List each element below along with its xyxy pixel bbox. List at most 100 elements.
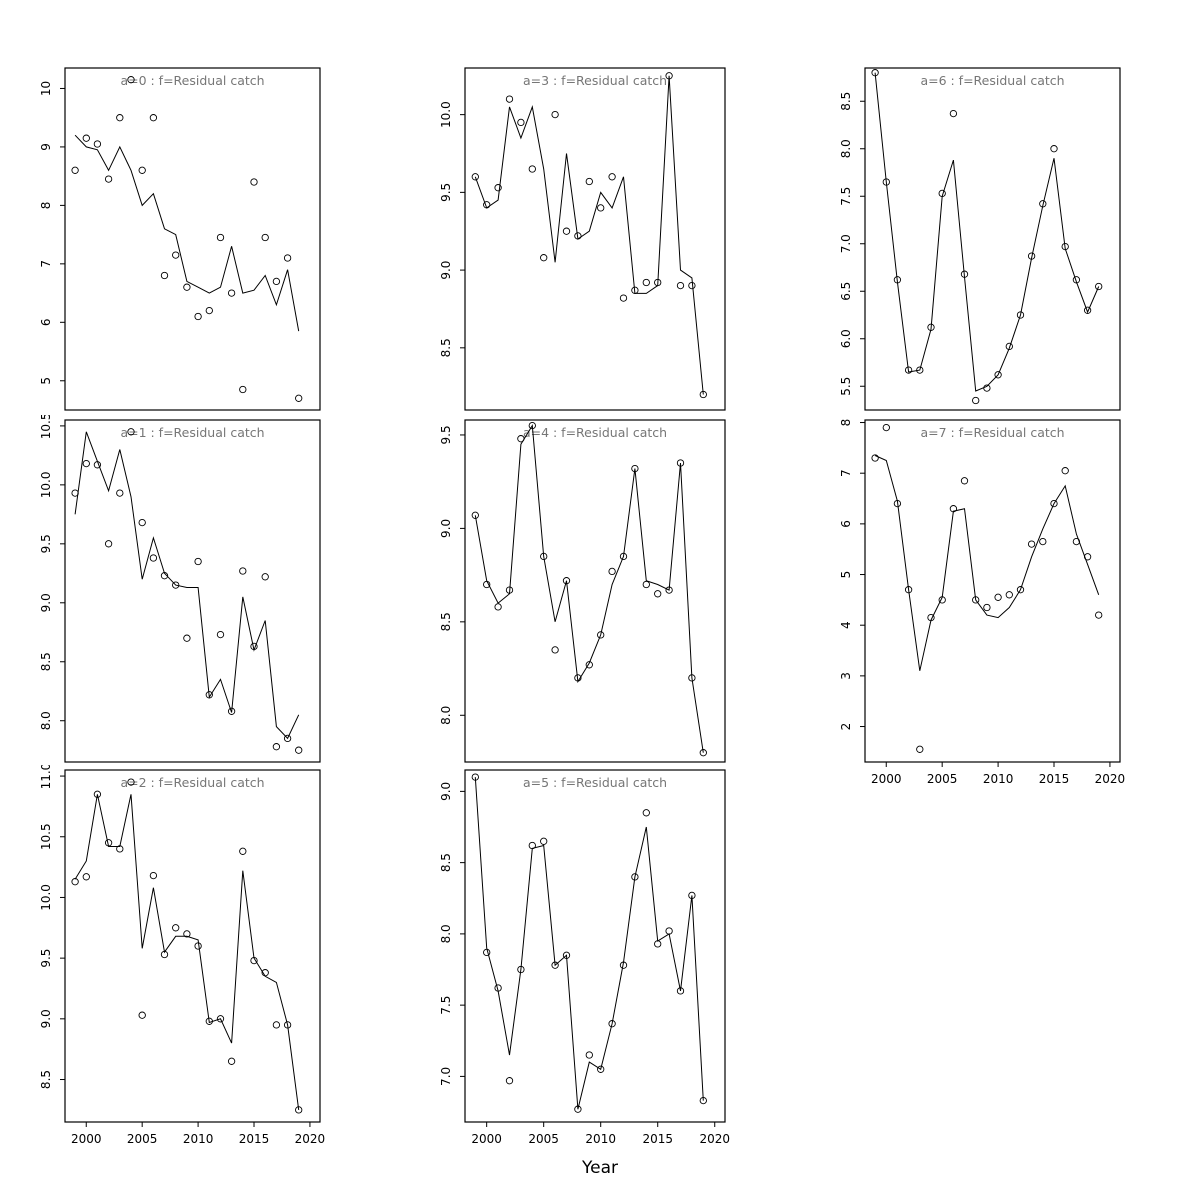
data-point xyxy=(138,166,146,174)
data-point xyxy=(927,323,935,331)
data-points xyxy=(71,76,303,402)
data-point xyxy=(654,278,662,287)
data-point xyxy=(104,839,113,847)
data-point xyxy=(654,590,662,598)
data-point xyxy=(608,173,616,181)
data-point xyxy=(654,940,662,948)
data-point xyxy=(116,114,124,122)
data-point xyxy=(183,283,191,291)
fit-line xyxy=(474,75,704,395)
y-tick-label: 8.5 xyxy=(839,92,853,111)
panel-svg: a=0 : f=Residual catch 5 6 7 8 9 10 xyxy=(39,67,321,411)
data-point xyxy=(227,289,236,297)
y-tick-label: 9.0 xyxy=(439,261,453,280)
data-point xyxy=(585,661,593,669)
panel-a7: a=7 : f=Residual catch 2 3 4 5 6 7 8 2000 2005 201… xyxy=(815,415,1128,801)
data-point xyxy=(893,499,902,508)
y-tick-label: 9.5 xyxy=(39,949,53,968)
panel-title: a=5 : f=Residual catch xyxy=(523,775,667,790)
data-point xyxy=(574,1105,582,1113)
data-point xyxy=(1050,499,1058,508)
data-point xyxy=(1039,537,1047,546)
fit-line xyxy=(874,72,1100,392)
panel-title: a=1 : f=Residual catch xyxy=(120,425,264,440)
data-point xyxy=(494,184,502,192)
data-point xyxy=(574,232,582,240)
y-tick-label: 3 xyxy=(839,672,853,680)
data-point xyxy=(127,428,135,436)
data-point xyxy=(227,707,236,715)
data-point xyxy=(93,461,102,469)
panel-a3: a=3 : f=Residual catch 8.5 9.0 9.5 10.0 xyxy=(415,63,733,449)
data-point xyxy=(149,114,158,122)
data-point xyxy=(71,166,79,174)
data-point xyxy=(127,76,135,84)
data-point xyxy=(574,674,582,682)
data-point xyxy=(631,286,639,294)
data-point xyxy=(517,965,525,974)
x-tick-label: 2015 xyxy=(1039,772,1070,786)
y-tick-label: 8.5 xyxy=(439,853,453,872)
data-point xyxy=(676,281,685,290)
data-point xyxy=(688,674,696,682)
data-point xyxy=(1016,311,1025,319)
y-tick-label: 9.5 xyxy=(39,534,53,553)
data-point xyxy=(983,384,991,392)
data-point xyxy=(471,511,479,519)
data-point xyxy=(471,173,479,181)
y-tick-label: 8.5 xyxy=(439,612,453,631)
panel-svg: a=3 : f=Residual catch 8.5 9.0 9.5 10.0 xyxy=(439,67,726,411)
y-tick-label: 9.5 xyxy=(439,183,453,202)
panel-title: a=2 : f=Residual catch xyxy=(120,775,264,790)
data-point xyxy=(194,312,202,321)
data-point xyxy=(949,109,958,118)
data-point xyxy=(104,175,113,183)
data-point xyxy=(1039,200,1047,208)
data-point xyxy=(665,927,673,935)
data-point xyxy=(194,557,202,566)
data-point xyxy=(585,177,593,186)
data-point xyxy=(893,276,902,284)
data-point xyxy=(882,178,890,186)
panel-a6: a=6 : f=Residual catch 5.5 6.0 6.5 7.0 7.5 8.0… xyxy=(815,63,1128,449)
data-point xyxy=(160,950,169,959)
data-point xyxy=(172,251,180,259)
data-point xyxy=(619,294,628,302)
x-axis-title: Year xyxy=(582,1158,618,1178)
x-tick-label: 2015 xyxy=(239,1132,270,1146)
data-point xyxy=(149,871,158,880)
panel-title: a=7 : f=Residual catch xyxy=(920,425,1064,440)
y-tick-label: 7.5 xyxy=(439,996,453,1015)
data-point xyxy=(1005,591,1013,599)
data-point xyxy=(116,845,124,853)
data-point xyxy=(1072,537,1081,546)
data-point xyxy=(871,454,879,462)
data-point xyxy=(283,1021,292,1029)
data-point xyxy=(676,987,685,995)
y-tick-label: 8 xyxy=(39,202,53,210)
data-point xyxy=(665,72,673,80)
data-point xyxy=(1095,282,1103,291)
y-tick-label: 8.0 xyxy=(39,711,53,730)
x-tick-label: 2010 xyxy=(983,772,1014,786)
data-point xyxy=(619,552,628,561)
y-tick-label: 6 xyxy=(39,318,53,326)
y-tick-label: 10.0 xyxy=(39,472,53,499)
data-point xyxy=(172,581,180,589)
data-point xyxy=(1005,342,1013,351)
data-point xyxy=(528,421,536,430)
y-tick-label: 10.5 xyxy=(39,415,53,439)
data-point xyxy=(104,540,113,548)
x-tick-label: 2020 xyxy=(295,1132,326,1146)
x-tick-label: 2005 xyxy=(927,772,958,786)
data-point xyxy=(1027,252,1036,260)
data-points xyxy=(871,69,1103,405)
plot-border xyxy=(64,769,321,1123)
data-point xyxy=(216,1015,225,1023)
data-point xyxy=(517,118,525,127)
panel-a5: a=5 : f=Residual catch 7.0 7.5 8.0 8.5 9.0 200… xyxy=(415,765,733,1161)
plot-border xyxy=(864,67,1121,411)
data-point xyxy=(972,596,980,604)
y-tick-label: 8 xyxy=(839,419,853,427)
